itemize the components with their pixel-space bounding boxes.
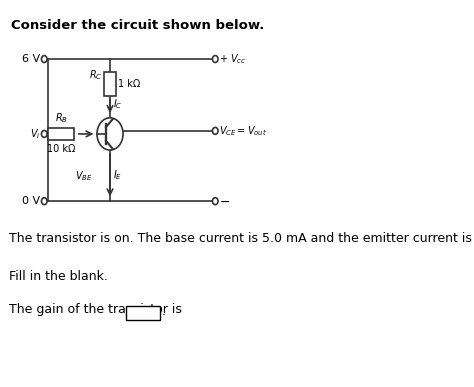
Text: Fill in the blank.: Fill in the blank.: [9, 271, 108, 283]
Text: 0 V: 0 V: [22, 196, 40, 206]
Text: The transistor is on. The base current is 5.0 mA and the emitter current is 115 : The transistor is on. The base current i…: [9, 232, 474, 245]
Bar: [126, 306, 160, 320]
Circle shape: [212, 198, 218, 205]
Text: $V_{CE} = V_{out}$: $V_{CE} = V_{out}$: [219, 124, 267, 138]
Text: $V_{BE}$: $V_{BE}$: [75, 169, 93, 183]
Text: $R_C$: $R_C$: [90, 68, 103, 82]
Text: Consider the circuit shown below.: Consider the circuit shown below.: [11, 19, 264, 32]
Text: .: .: [162, 305, 166, 318]
Text: $I_C$: $I_C$: [113, 98, 123, 111]
Text: + $V_{cc}$: + $V_{cc}$: [219, 52, 246, 66]
Bar: [104, 72, 116, 96]
Circle shape: [212, 56, 218, 62]
Text: $R_B$: $R_B$: [55, 111, 68, 125]
Text: $I_E$: $I_E$: [113, 168, 122, 182]
Text: $-$: $-$: [219, 195, 230, 208]
Text: 1 kΩ: 1 kΩ: [118, 79, 140, 89]
Circle shape: [41, 130, 47, 137]
Text: The gain of the transistor is: The gain of the transistor is: [9, 303, 182, 316]
Bar: [48, 128, 74, 140]
Circle shape: [212, 127, 218, 134]
Text: 6 V: 6 V: [22, 54, 40, 64]
Circle shape: [41, 198, 47, 205]
Text: $V_i$: $V_i$: [30, 127, 40, 141]
Circle shape: [41, 56, 47, 62]
Circle shape: [97, 118, 123, 150]
Text: 10 kΩ: 10 kΩ: [47, 144, 75, 154]
